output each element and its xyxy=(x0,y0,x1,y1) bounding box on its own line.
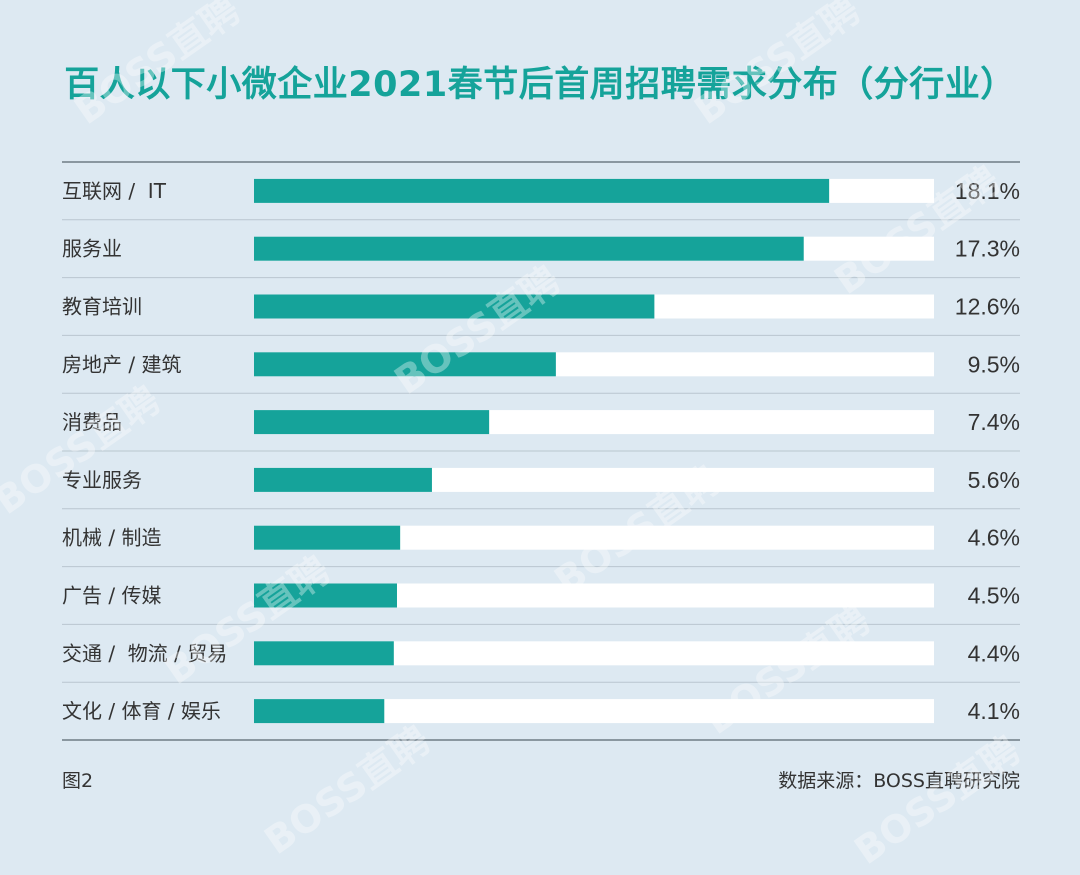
bar-chart: 互联网 / IT 18.1% 服务业 17.3% 教育培训 12.6% 房地产 / 建筑 9.… xyxy=(62,161,1020,741)
category-label: 机械 / 制造 xyxy=(62,526,161,550)
category-label: 交通 / 物流 / 贸易 xyxy=(62,641,227,665)
value-label: 4.4% xyxy=(968,640,1020,666)
bar xyxy=(254,410,490,435)
value-label: 17.3% xyxy=(955,236,1020,262)
category-label: 文化 / 体育 / 娱乐 xyxy=(62,699,221,723)
category-label: 专业服务 xyxy=(62,468,142,492)
category-label: 教育培训 xyxy=(62,295,142,319)
value-label: 5.6% xyxy=(968,467,1020,493)
data-source: 数据来源：BOSS直聘研究院 xyxy=(778,770,1020,792)
value-label: 4.1% xyxy=(968,698,1020,724)
bar xyxy=(254,699,385,724)
bar xyxy=(254,178,830,203)
value-label: 12.6% xyxy=(955,294,1020,320)
bar xyxy=(254,352,556,377)
bar xyxy=(254,641,394,666)
value-label: 18.1% xyxy=(955,178,1020,204)
chart-title: 百人以下小微企业2021春节后首周招聘需求分布（分行业） xyxy=(64,65,1016,105)
value-label: 4.5% xyxy=(968,583,1020,609)
category-label: 互联网 / IT xyxy=(62,179,167,203)
bar xyxy=(254,236,804,261)
value-label: 4.6% xyxy=(968,525,1020,551)
figure-label: 图2 xyxy=(62,770,94,792)
bar xyxy=(254,525,401,550)
value-label: 9.5% xyxy=(968,351,1020,377)
category-label: 服务业 xyxy=(62,237,122,261)
category-label: 房地产 / 建筑 xyxy=(62,352,181,376)
category-label: 广告 / 传媒 xyxy=(62,584,161,608)
category-label: 消费品 xyxy=(62,410,122,434)
value-label: 7.4% xyxy=(968,409,1020,435)
bar xyxy=(254,583,397,608)
bar xyxy=(254,467,432,492)
bar xyxy=(254,294,655,319)
